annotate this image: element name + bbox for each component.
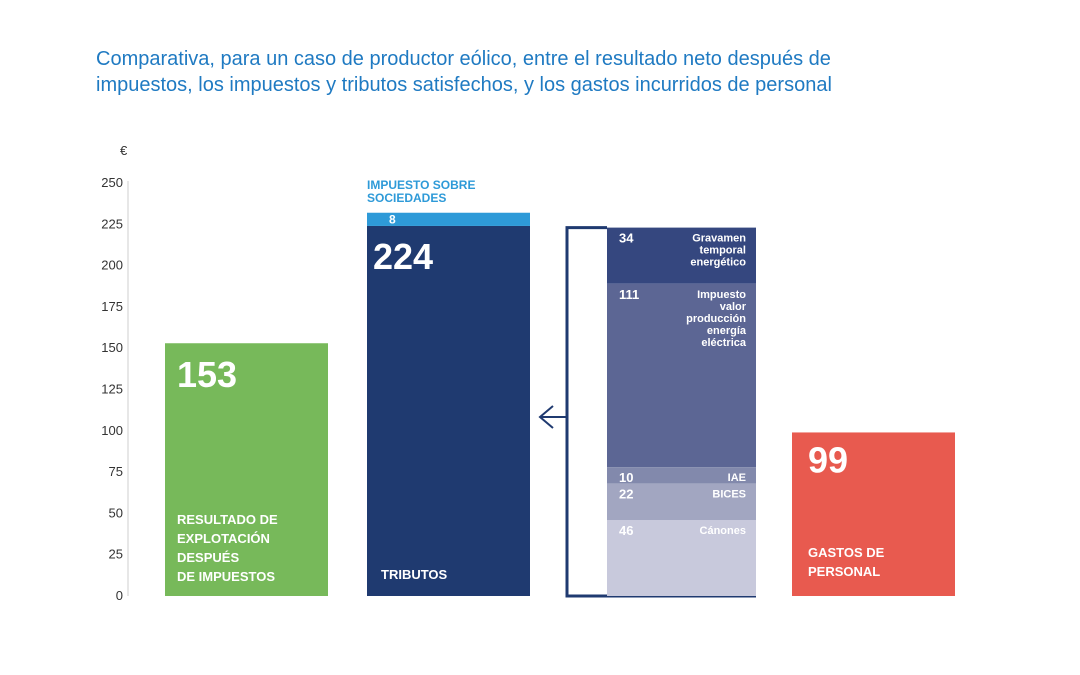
y-tick-label: 125	[101, 382, 123, 397]
breakdown-segment-label: energético	[690, 257, 746, 269]
bar-tributos-value-label: 224	[373, 236, 433, 277]
y-tick-label: 0	[116, 588, 123, 603]
breakdown-segment-label: Impuesto	[697, 289, 746, 301]
y-axis-unit-label: €	[120, 143, 128, 158]
y-tick-label: 200	[101, 258, 123, 273]
breakdown-segment	[607, 283, 756, 468]
bar-gastos-personal-category-label: GASTOS DE	[808, 545, 885, 560]
breakdown-segment	[607, 520, 756, 596]
y-tick-label: 75	[109, 464, 123, 479]
breakdown-segment-value-label: 22	[619, 487, 633, 502]
breakdown-segment-label: BICES	[712, 489, 746, 501]
breakdown-segment-label: energía	[707, 325, 747, 337]
chart-title-line-2: impuestos, los impuestos y tributos sati…	[96, 74, 832, 96]
bar-resultado-value-label: 153	[177, 354, 237, 395]
breakdown-segment-value-label: 111	[619, 287, 639, 302]
impuesto-sociedades-label: SOCIEDADES	[367, 191, 446, 205]
breakdown-segment	[607, 227, 756, 284]
bar-impuesto-sociedades-segment	[367, 212, 530, 226]
y-tick-label: 100	[101, 423, 123, 438]
y-tick-label: 250	[101, 175, 123, 190]
breakdown-segment-label: Cánones	[700, 525, 746, 537]
bar-tributos-category-label: TRIBUTOS	[381, 567, 448, 582]
bar-resultado-category-label: RESULTADO DE	[177, 512, 278, 527]
breakdown-segment-value-label: 34	[619, 231, 634, 246]
bar-gastos-personal-value-label: 99	[808, 439, 848, 480]
bar-resultado-category-label: EXPLOTACIÓN	[177, 531, 270, 546]
breakdown-segment	[607, 467, 756, 484]
impuesto-sociedades-label: IMPUESTO SOBRE	[367, 178, 475, 192]
chart-title-line-1: Comparativa, para un caso de productor e…	[96, 48, 831, 70]
breakdown-segment-value-label: 46	[619, 523, 633, 538]
bar-resultado	[165, 343, 328, 596]
impuesto-sociedades-value-label: 8	[389, 213, 396, 227]
breakdown-segment-label: Gravamen	[692, 233, 746, 245]
bar-resultado-category-label: DESPUÉS	[177, 550, 239, 565]
y-tick-label: 150	[101, 340, 123, 355]
y-tick-label: 175	[101, 299, 123, 314]
breakdown-segment-value-label: 10	[619, 470, 633, 485]
breakdown-segment-label: eléctrica	[701, 337, 747, 349]
chart-title: Comparativa, para un caso de productor e…	[96, 46, 996, 98]
breakdown-segment-label: temporal	[700, 245, 746, 257]
breakdown-segment-label: producción	[686, 313, 746, 325]
breakdown-segment-label: valor	[720, 301, 747, 313]
breakdown-segment-label: IAE	[728, 472, 746, 484]
bar-resultado-category-label: DE IMPUESTOS	[177, 569, 275, 584]
y-tick-label: 50	[109, 505, 123, 520]
bar-gastos-personal	[792, 432, 955, 596]
bar-tributos	[367, 225, 530, 596]
y-tick-label: 25	[109, 547, 123, 562]
breakdown-segment	[607, 483, 756, 521]
y-tick-label: 225	[101, 216, 123, 231]
bar-gastos-personal-category-label: PERSONAL	[808, 564, 880, 579]
